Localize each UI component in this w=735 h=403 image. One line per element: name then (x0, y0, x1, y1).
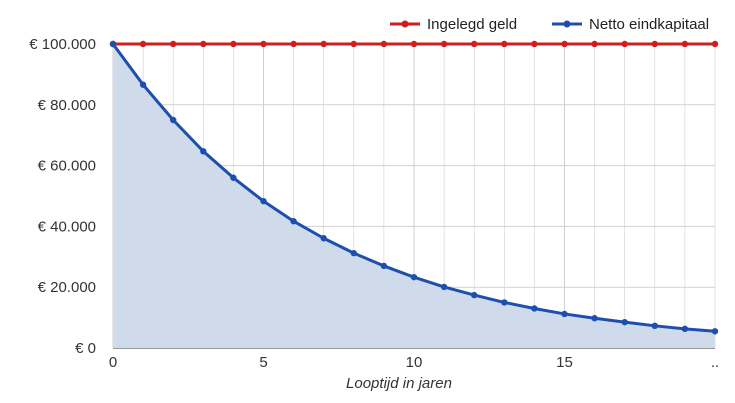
data-point-net (440, 283, 448, 291)
data-point-invested (440, 40, 448, 48)
y-axis-ticks: € 0 € 20.000 € 40.000 € 60.000 € 80.000 € 100… (29, 36, 96, 357)
data-point-net (350, 249, 357, 257)
data-point-net (109, 40, 117, 48)
data-point-invested (711, 40, 719, 48)
data-point-net (410, 273, 418, 281)
y-tick-label: € 20.000 (38, 279, 96, 296)
data-point-net (230, 174, 237, 181)
legend: Ingelegd geld Netto eindkapitaal (390, 16, 709, 33)
data-point-invested (350, 40, 357, 48)
y-tick-label: € 0 (75, 340, 96, 357)
y-tick-label: € 60.000 (38, 158, 96, 175)
data-point-invested (260, 40, 267, 48)
data-point-invested (561, 40, 568, 48)
x-tick-label: 10 (406, 354, 423, 371)
data-point-invested (380, 40, 388, 48)
data-point-net (681, 325, 689, 333)
data-point-invested (681, 40, 689, 48)
data-point-invested (290, 40, 297, 48)
data-point-invested (471, 40, 478, 48)
data-point-net (170, 116, 177, 124)
data-point-invested (320, 40, 327, 48)
data-point-invested (139, 40, 147, 48)
x-axis-label: Looptijd in jaren (346, 375, 452, 392)
legend-marker-invested (401, 20, 409, 28)
y-tick-label: € 100.000 (29, 36, 96, 53)
data-point-invested (621, 40, 628, 48)
data-point-net (591, 315, 598, 322)
x-axis-ticks: 0 5 10 15.. (109, 354, 719, 371)
data-point-net (320, 235, 327, 242)
data-point-net (380, 262, 388, 270)
data-point-invested (200, 40, 207, 48)
data-point-net (290, 218, 297, 225)
data-point-invested (501, 40, 508, 48)
x-tick-label: 0 (109, 354, 117, 371)
data-point-net (501, 299, 508, 306)
y-tick-label: € 40.000 (38, 218, 96, 235)
legend-item-invested[interactable]: Ingelegd geld (390, 16, 517, 33)
data-point-net (260, 197, 267, 205)
data-point-invested (651, 40, 658, 48)
data-point-net (711, 328, 719, 335)
data-point-net (561, 310, 568, 318)
data-point-net (200, 148, 207, 155)
data-point-invested (531, 40, 538, 48)
legend-label-net: Netto eindkapitaal (589, 16, 709, 33)
data-point-invested (170, 40, 177, 48)
x-tick-label-end: .. (711, 354, 719, 371)
legend-label-invested: Ingelegd geld (427, 16, 517, 33)
legend-marker-net (563, 20, 571, 28)
area-fill (113, 44, 715, 348)
data-point-net (471, 291, 478, 299)
data-point-net (651, 322, 658, 330)
data-point-invested (410, 40, 418, 48)
data-point-net (621, 318, 628, 326)
series-points (109, 40, 719, 335)
data-point-net (139, 81, 147, 88)
legend-item-net[interactable]: Netto eindkapitaal (552, 16, 709, 33)
x-tick-label: 15 (556, 354, 573, 371)
data-point-invested (230, 40, 237, 48)
y-tick-label: € 80.000 (38, 97, 96, 114)
data-point-invested (591, 40, 598, 48)
x-tick-label: 5 (259, 354, 267, 371)
data-point-net (531, 305, 538, 312)
series-area-net (113, 44, 715, 348)
